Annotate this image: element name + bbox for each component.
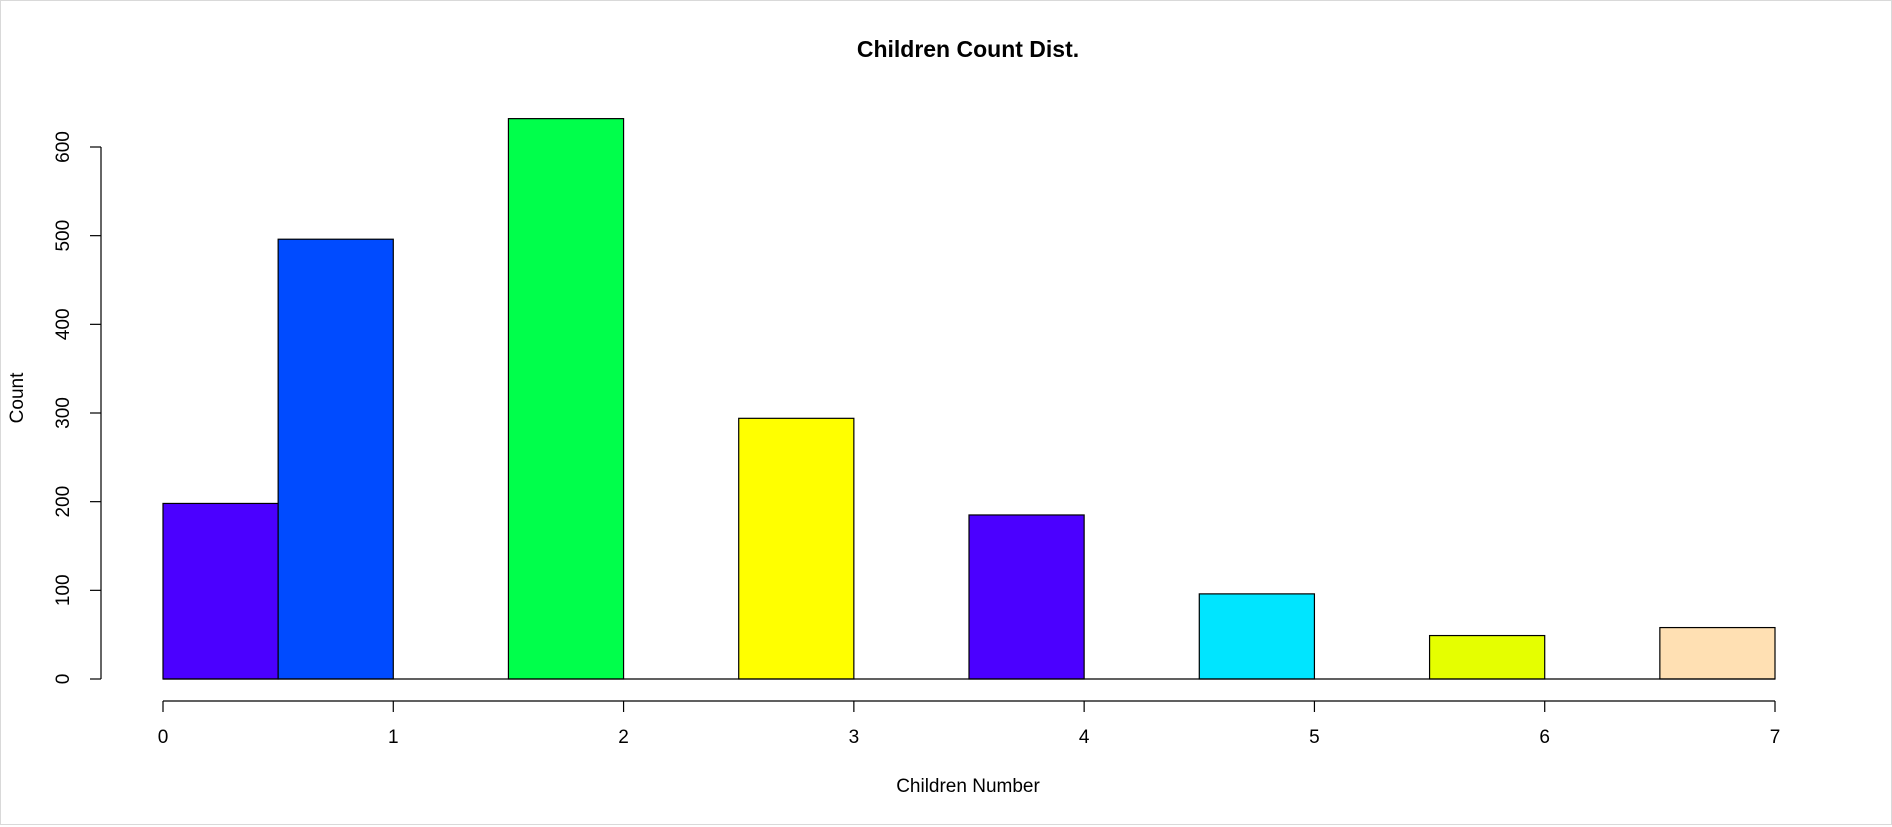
- x-tick-label: 2: [618, 727, 629, 748]
- y-axis-label: Count: [7, 372, 28, 423]
- bar-1: [277, 238, 394, 680]
- y-tick-label: 600: [53, 131, 74, 163]
- x-tick-label: 5: [1309, 727, 1320, 748]
- x-axis-label: Children Number: [896, 776, 1040, 797]
- y-tick-label: 100: [53, 574, 74, 606]
- bar-5: [1198, 593, 1316, 680]
- bar-3: [738, 417, 855, 680]
- x-tick-label: 6: [1539, 727, 1550, 748]
- x-tick-label: 3: [849, 727, 860, 748]
- bar-7: [1659, 626, 1776, 680]
- x-axis: 0 1 2 3 4 5 6 7: [158, 700, 1781, 748]
- y-tick-label: 0: [53, 674, 74, 685]
- x-tick-label: 0: [158, 727, 169, 748]
- bars-layer: [162, 118, 1776, 680]
- bar-2: [507, 118, 625, 680]
- y-axis: 0 100 200 300 400 500 600: [53, 131, 102, 685]
- x-tick-label: 1: [388, 727, 399, 748]
- y-tick-label: 300: [53, 397, 74, 429]
- y-tick-label: 200: [53, 486, 74, 518]
- x-tick-label: 4: [1079, 727, 1090, 748]
- x-tick-label: 7: [1770, 727, 1781, 748]
- bar-4: [968, 514, 1085, 680]
- bar-0: [162, 502, 279, 680]
- y-tick-label: 400: [53, 308, 74, 340]
- bar-6: [1428, 634, 1546, 680]
- y-tick-label: 500: [53, 220, 74, 252]
- chart-title: Children Count Dist.: [857, 36, 1079, 62]
